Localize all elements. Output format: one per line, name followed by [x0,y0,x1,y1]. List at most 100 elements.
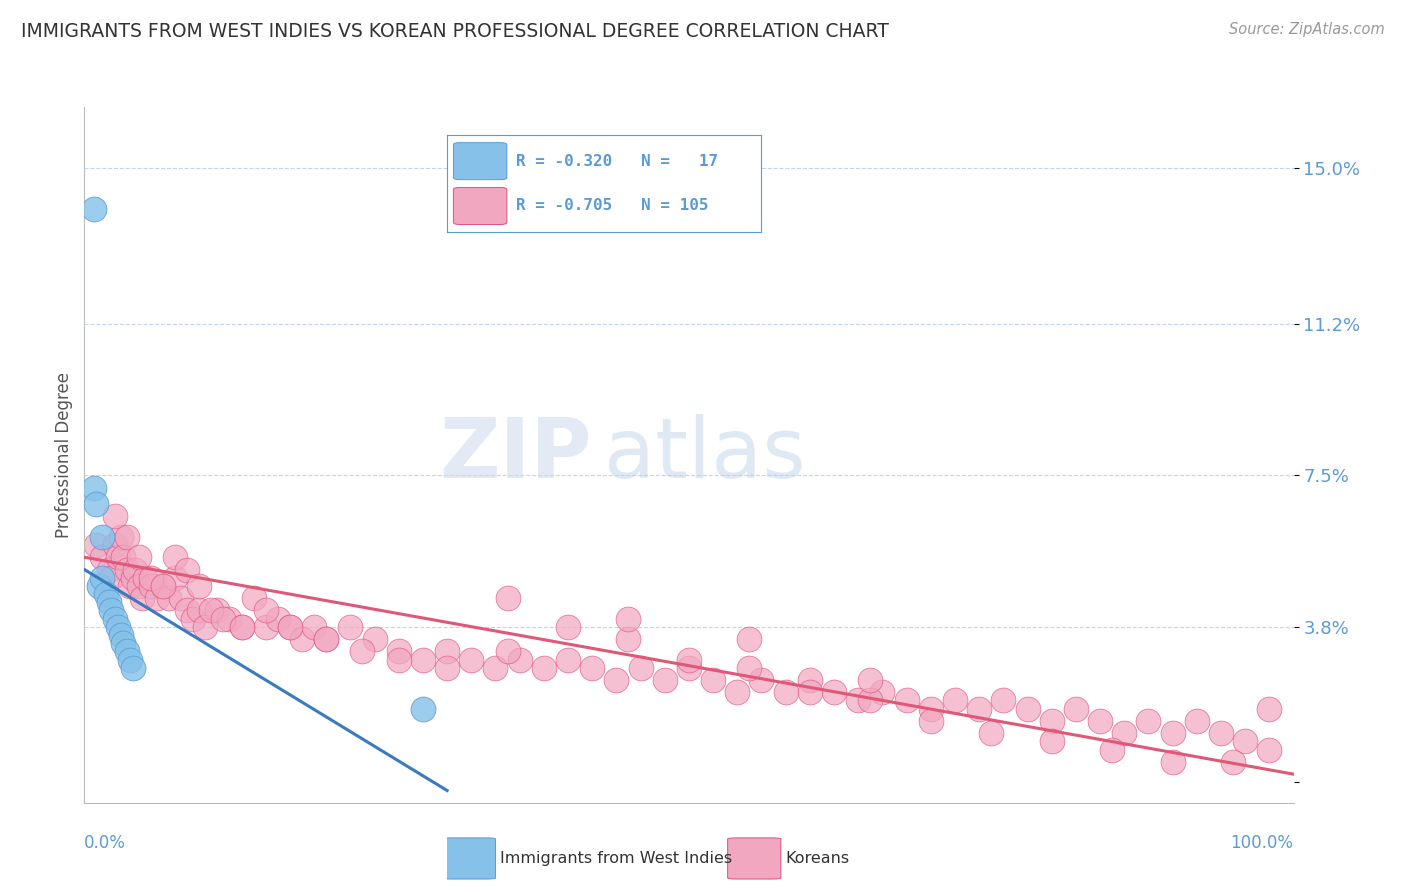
Point [630,661,652,675]
Point [993,693,1015,707]
Point [134,571,156,585]
Point [128,579,150,593]
Point [581,661,603,675]
Point [725,685,748,699]
Point [254,620,277,634]
Point [87,579,110,593]
Point [315,632,337,646]
Point [97,562,120,576]
Point [484,661,506,675]
Point [799,673,821,687]
Point [254,603,277,617]
Point [412,701,434,715]
Point [363,632,385,646]
Point [194,620,217,634]
Point [617,612,640,626]
Point [1137,714,1160,728]
Point [702,673,724,687]
Point [496,644,519,658]
Point [388,652,411,666]
Point [1185,714,1208,728]
Point [212,612,235,626]
Point [605,673,627,687]
Point [152,579,174,593]
Text: Source: ZipAtlas.com: Source: ZipAtlas.com [1229,22,1385,37]
Point [557,652,579,666]
Point [100,603,122,617]
Point [436,644,458,658]
Point [967,701,990,715]
Point [124,562,146,576]
Point [412,652,434,666]
Point [112,550,135,565]
Point [120,652,142,666]
Point [146,591,169,606]
Point [496,591,519,606]
Point [86,497,108,511]
Point [1234,734,1257,748]
Point [152,579,174,593]
Point [509,652,531,666]
Y-axis label: Professional Degree: Professional Degree [55,372,73,538]
Point [121,571,143,585]
Text: ZIP: ZIP [440,415,592,495]
Point [115,644,138,658]
Point [231,620,253,634]
Point [163,571,186,585]
Point [157,591,180,606]
Point [107,550,129,565]
Point [104,509,127,524]
Text: IMMIGRANTS FROM WEST INDIES VS KOREAN PROFESSIONAL DEGREE CORRELATION CHART: IMMIGRANTS FROM WEST INDIES VS KOREAN PR… [21,22,889,41]
Point [302,620,325,634]
Point [823,685,845,699]
Point [176,562,198,576]
Point [188,603,211,617]
Point [943,693,966,707]
Point [83,202,105,217]
Point [242,591,264,606]
Point [207,603,229,617]
Point [139,571,162,585]
Point [920,714,942,728]
Point [1101,742,1123,756]
Point [107,620,129,634]
Point [110,530,132,544]
Point [846,693,869,707]
Point [678,661,700,675]
Point [751,673,773,687]
Point [181,612,204,626]
Point [86,538,108,552]
Point [291,632,314,646]
Point [1161,726,1184,740]
Point [115,530,138,544]
Point [738,661,761,675]
Point [231,620,253,634]
Point [557,620,579,634]
Point [859,693,882,707]
Point [278,620,301,634]
Point [678,652,700,666]
Point [872,685,894,699]
Point [315,632,337,646]
Point [163,550,186,565]
Point [115,562,138,576]
Point [859,673,882,687]
Point [388,644,411,658]
Point [1209,726,1232,740]
Point [97,595,120,609]
Point [617,632,640,646]
Point [112,636,135,650]
Point [188,579,211,593]
Point [1040,734,1063,748]
Point [896,693,918,707]
Point [267,612,290,626]
Point [120,579,142,593]
Point [200,603,222,617]
Point [110,628,132,642]
Point [128,550,150,565]
Point [131,591,153,606]
Text: 100.0%: 100.0% [1230,834,1294,852]
Point [738,632,761,646]
Point [83,481,105,495]
Point [775,685,797,699]
